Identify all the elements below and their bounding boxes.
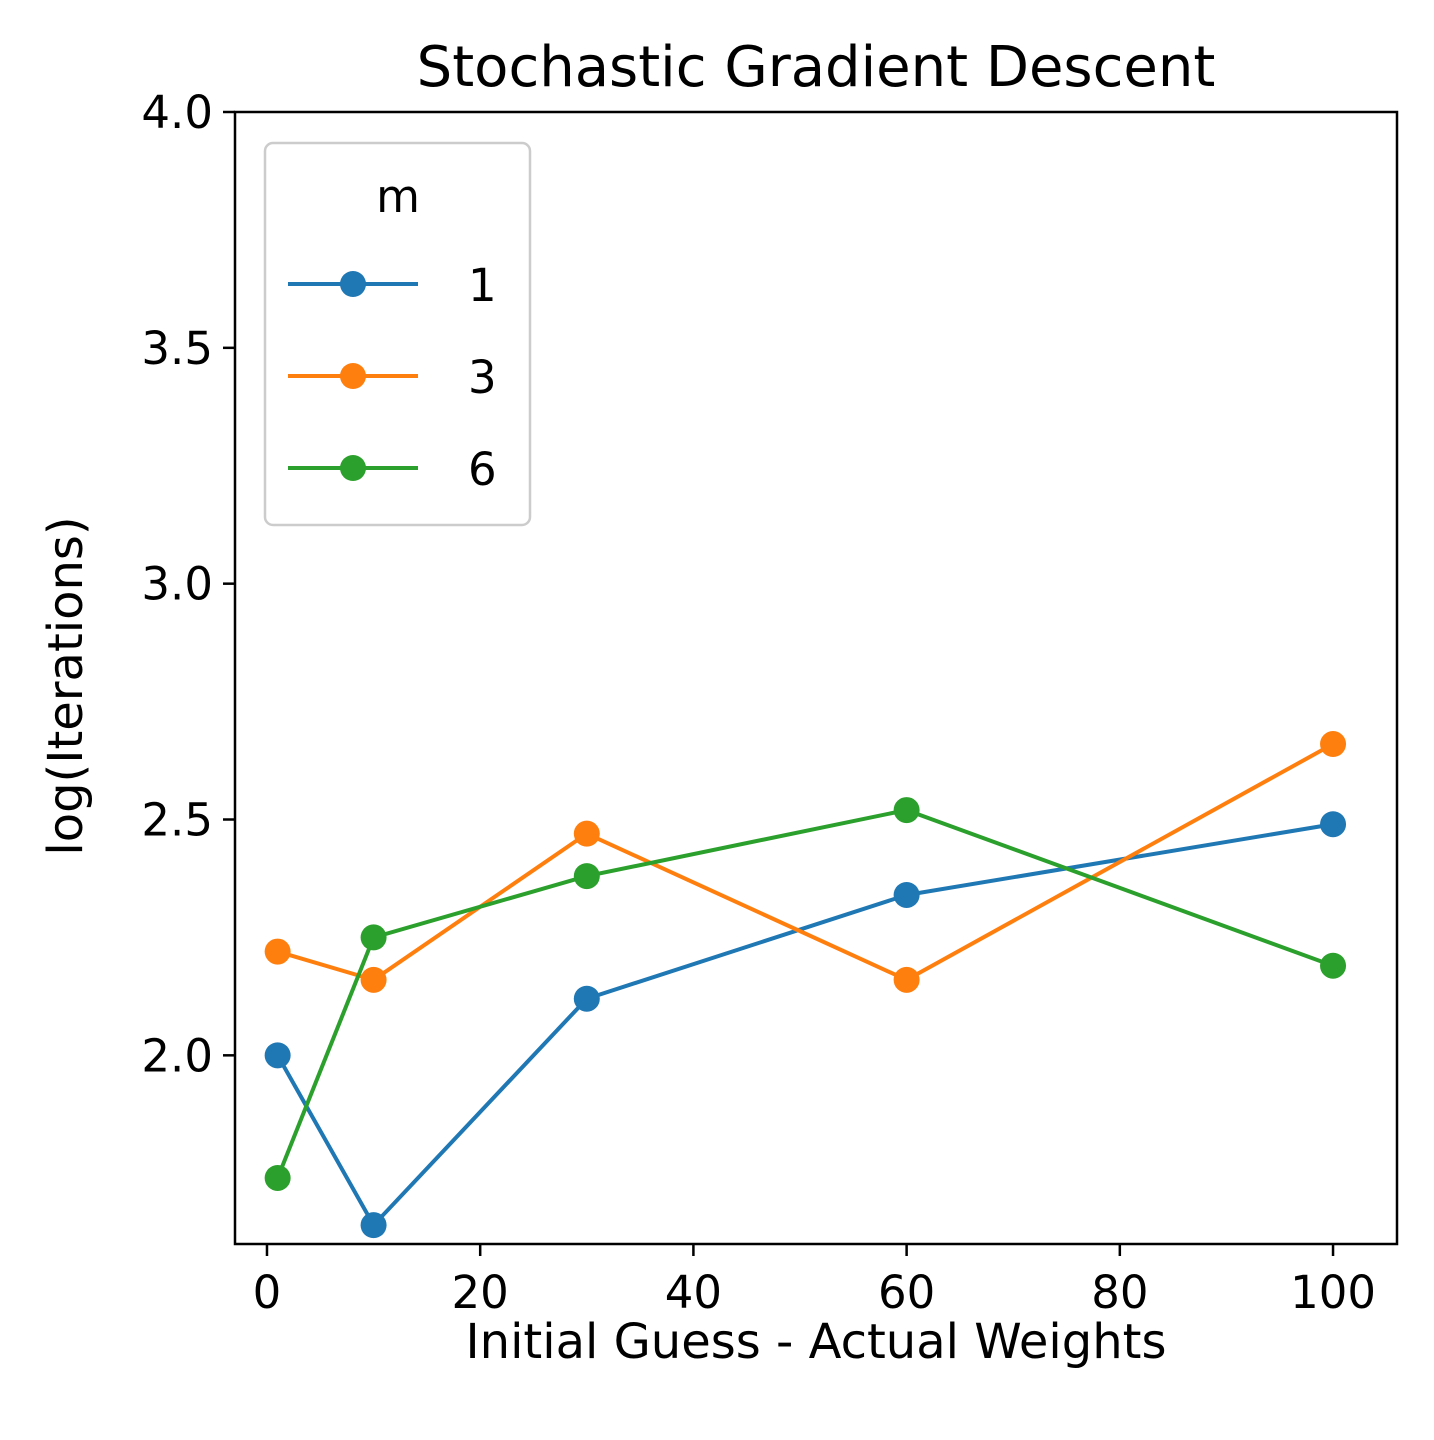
legend-item-6: 6 bbox=[288, 443, 497, 496]
data-point bbox=[573, 985, 600, 1012]
x-tick-label: 100 bbox=[1290, 1266, 1376, 1319]
legend-title: m bbox=[376, 170, 420, 223]
legend-swatch-marker bbox=[340, 455, 366, 481]
legend-swatch-marker bbox=[340, 271, 366, 297]
series-line bbox=[277, 742, 1335, 982]
series-3 bbox=[264, 731, 1347, 993]
y-tick-label: 3.0 bbox=[141, 558, 213, 611]
data-point bbox=[360, 966, 387, 993]
x-tick-label: 40 bbox=[665, 1266, 722, 1319]
data-point bbox=[264, 1042, 291, 1069]
data-point bbox=[573, 863, 600, 890]
series-line bbox=[275, 822, 1334, 1228]
data-point bbox=[1320, 952, 1347, 979]
data-point bbox=[1320, 811, 1347, 838]
legend-label: 6 bbox=[468, 443, 497, 496]
series-layer bbox=[264, 731, 1347, 1239]
series-6 bbox=[264, 797, 1347, 1191]
legend-label: 1 bbox=[468, 259, 497, 312]
legend: m 1 3 6 bbox=[263, 141, 532, 527]
data-point bbox=[264, 1164, 291, 1191]
legend-label: 3 bbox=[468, 351, 497, 404]
y-tick-label: 2.5 bbox=[141, 794, 213, 847]
y-tick-label: 3.5 bbox=[141, 322, 213, 375]
y-tick-label: 2.0 bbox=[141, 1029, 213, 1082]
y-axis: 2.0 2.5 3.0 3.5 4.0 bbox=[141, 86, 235, 1082]
legend-frame bbox=[263, 141, 532, 527]
data-point bbox=[893, 966, 920, 993]
series-1 bbox=[264, 811, 1347, 1239]
data-point bbox=[893, 881, 920, 908]
y-axis-label: log(Iterations) bbox=[38, 516, 94, 855]
data-point bbox=[573, 820, 600, 847]
series-line bbox=[275, 808, 1334, 1179]
x-tick-label: 60 bbox=[878, 1266, 935, 1319]
plot-area: 0 20 40 60 80 100 2.0 2.5 3.0 3.5 4.0 bbox=[141, 86, 1399, 1319]
plot-frame bbox=[233, 110, 1399, 1246]
legend-item-3: 3 bbox=[288, 351, 497, 404]
x-tick-label: 20 bbox=[452, 1266, 509, 1319]
chart-title: Stochastic Gradient Descent bbox=[417, 35, 1216, 100]
legend-item-1: 1 bbox=[288, 259, 497, 312]
x-tick-label: 0 bbox=[253, 1266, 282, 1319]
data-point bbox=[1320, 731, 1347, 758]
data-point bbox=[360, 924, 387, 951]
x-axis-label: Initial Guess - Actual Weights bbox=[466, 1314, 1167, 1370]
data-point bbox=[893, 797, 920, 824]
data-point bbox=[360, 1212, 387, 1239]
data-point bbox=[264, 938, 291, 965]
x-tick-label: 80 bbox=[1091, 1266, 1148, 1319]
x-axis: 0 20 40 60 80 100 bbox=[253, 1244, 1376, 1319]
y-tick-label: 4.0 bbox=[141, 86, 213, 139]
legend-swatch-marker bbox=[340, 363, 366, 389]
